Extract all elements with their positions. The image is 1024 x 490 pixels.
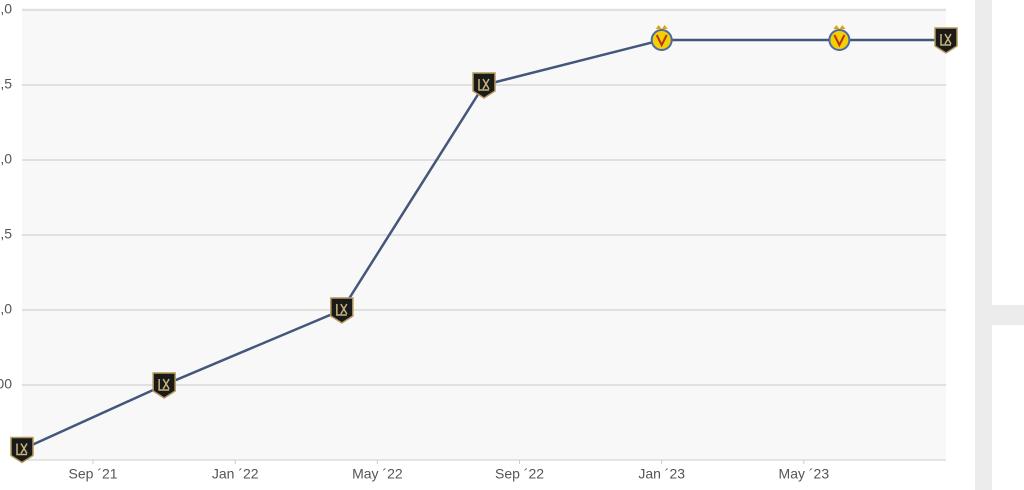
y-tick-label: ,0 <box>0 1 12 17</box>
y-tick-label: ,5 <box>0 76 12 92</box>
badge-emblem <box>16 443 28 456</box>
side-card <box>992 325 1024 490</box>
badge-crown <box>655 25 668 29</box>
y-tick-label: ,5 <box>0 226 12 242</box>
point-badge <box>330 297 354 324</box>
badge-emblem <box>158 378 170 391</box>
badge-emblem <box>478 78 490 91</box>
badge-emblem <box>940 33 952 46</box>
x-tick-label: May ´22 <box>352 466 403 482</box>
point-badge <box>10 436 34 464</box>
y-tick-label: 00 <box>0 376 12 392</box>
x-tick-label: Sep ´22 <box>495 466 544 482</box>
point-badge <box>152 372 176 399</box>
badge-emblem <box>336 303 348 316</box>
x-tick-label: Sep ´21 <box>69 466 118 482</box>
badge-emblem <box>833 34 846 48</box>
point-badge <box>934 27 958 54</box>
y-tick-label: ,0 <box>0 151 12 167</box>
x-tick-label: May ´23 <box>779 466 830 482</box>
badge-emblem <box>655 34 668 48</box>
point-badge <box>650 25 673 51</box>
point-badge <box>828 25 851 51</box>
y-tick-label: ,0 <box>0 301 12 317</box>
side-card <box>992 0 1024 305</box>
badge-crown <box>833 25 846 29</box>
x-tick-label: Jan ´22 <box>212 466 259 482</box>
x-tick-label: Jan ´23 <box>638 466 685 482</box>
point-badge <box>472 72 496 99</box>
